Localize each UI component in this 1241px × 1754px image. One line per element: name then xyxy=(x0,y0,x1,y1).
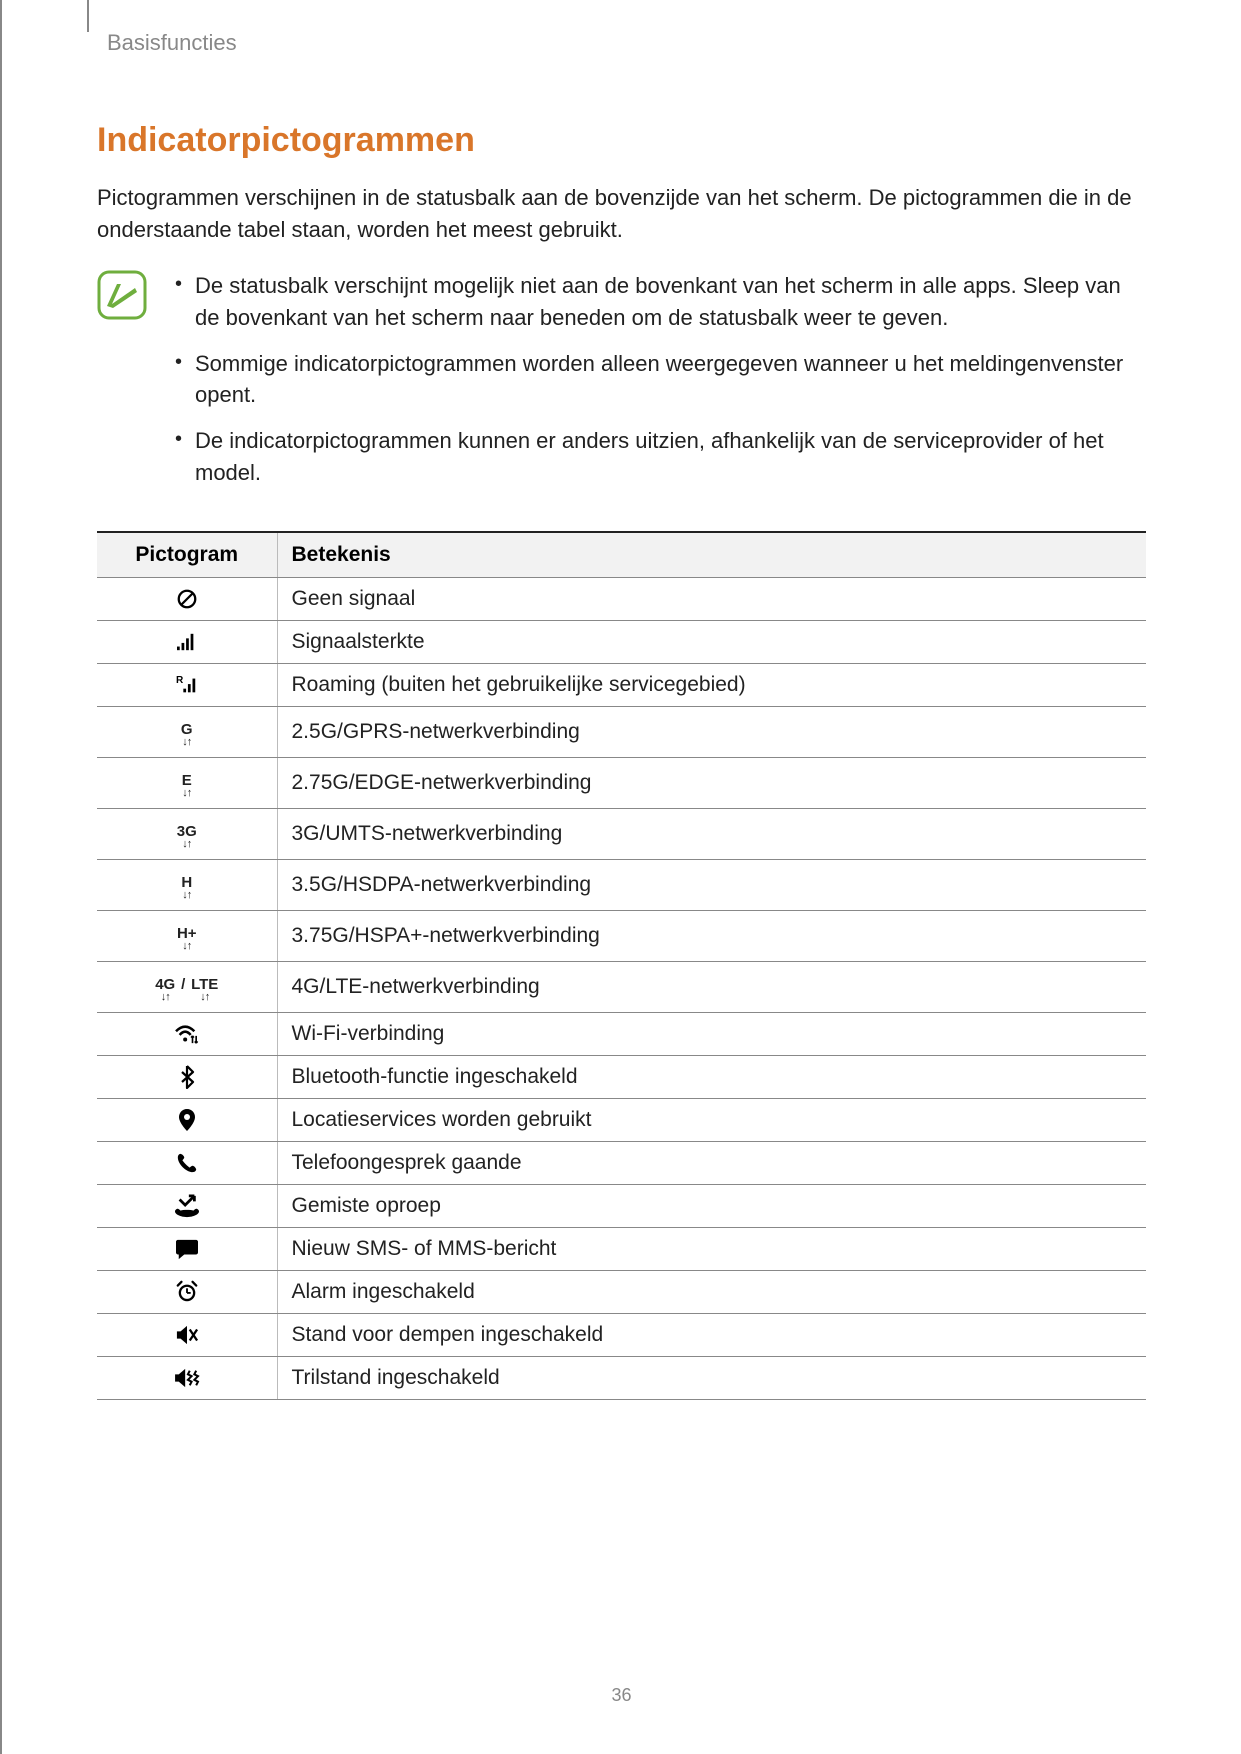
3g-icon: 3G↓↑ xyxy=(97,809,277,860)
4g-lte-icon: 4G↓↑ / LTE↓↑ xyxy=(97,962,277,1013)
meaning-cell: 3.5G/HSDPA-netwerkverbinding xyxy=(277,860,1146,911)
meaning-cell: Nieuw SMS- of MMS-bericht xyxy=(277,1228,1146,1271)
meaning-cell: Telefoongesprek gaande xyxy=(277,1142,1146,1185)
table-row: G↓↑2.5G/GPRS-netwerkverbinding xyxy=(97,707,1146,758)
wifi-icon xyxy=(97,1013,277,1056)
mute-icon xyxy=(97,1314,277,1357)
meaning-cell: Stand voor dempen ingeschakeld xyxy=(277,1314,1146,1357)
table-row: Gemiste oproep xyxy=(97,1185,1146,1228)
meaning-cell: Geen signaal xyxy=(277,578,1146,621)
missed-call-icon xyxy=(97,1185,277,1228)
section-title: Indicatorpictogrammen xyxy=(97,121,1146,160)
intro-paragraph: Pictogrammen verschijnen in de statusbal… xyxy=(97,182,1146,246)
gprs-icon: G↓↑ xyxy=(97,707,277,758)
meaning-cell: Roaming (buiten het gebruikelijke servic… xyxy=(277,664,1146,707)
header-pictogram: Pictogram xyxy=(97,532,277,578)
table-row: H↓↑3.5G/HSDPA-netwerkverbinding xyxy=(97,860,1146,911)
signal-icon xyxy=(97,621,277,664)
meaning-cell: Wi-Fi-verbinding xyxy=(277,1013,1146,1056)
table-row: E↓↑2.75G/EDGE-netwerkverbinding xyxy=(97,758,1146,809)
meaning-cell: 2.5G/GPRS-netwerkverbinding xyxy=(277,707,1146,758)
table-row: H+↓↑3.75G/HSPA+-netwerkverbinding xyxy=(97,911,1146,962)
vibrate-icon xyxy=(97,1357,277,1400)
table-row: Locatieservices worden gebruikt xyxy=(97,1099,1146,1142)
note-item: De statusbalk verschijnt mogelijk niet a… xyxy=(171,270,1146,334)
table-row: Signaalsterkte xyxy=(97,621,1146,664)
alarm-icon xyxy=(97,1271,277,1314)
note-list: De statusbalk verschijnt mogelijk niet a… xyxy=(171,270,1146,503)
no-signal-icon xyxy=(97,578,277,621)
table-row: R Roaming (buiten het gebruikelijke serv… xyxy=(97,664,1146,707)
table-row: 4G↓↑ / LTE↓↑4G/LTE-netwerkverbinding xyxy=(97,962,1146,1013)
table-row: Trilstand ingeschakeld xyxy=(97,1357,1146,1400)
meaning-cell: Gemiste oproep xyxy=(277,1185,1146,1228)
sms-icon xyxy=(97,1228,277,1271)
location-icon xyxy=(97,1099,277,1142)
note-item: De indicatorpictogrammen kunnen er ander… xyxy=(171,425,1146,489)
meaning-cell: 2.75G/EDGE-netwerkverbinding xyxy=(277,758,1146,809)
page-number: 36 xyxy=(2,1685,1241,1706)
table-row: Nieuw SMS- of MMS-bericht xyxy=(97,1228,1146,1271)
table-row: Wi-Fi-verbinding xyxy=(97,1013,1146,1056)
meaning-cell: Locatieservices worden gebruikt xyxy=(277,1099,1146,1142)
note-block: De statusbalk verschijnt mogelijk niet a… xyxy=(97,270,1146,503)
table-row: Geen signaal xyxy=(97,578,1146,621)
meaning-cell: Alarm ingeschakeld xyxy=(277,1271,1146,1314)
page-container: Basisfuncties Indicatorpictogrammen Pict… xyxy=(0,0,1241,1754)
header-meaning: Betekenis xyxy=(277,532,1146,578)
meaning-cell: 3G/UMTS-netwerkverbinding xyxy=(277,809,1146,860)
table-row: 3G↓↑3G/UMTS-netwerkverbinding xyxy=(97,809,1146,860)
table-row: Bluetooth-functie ingeschakeld xyxy=(97,1056,1146,1099)
table-row: Telefoongesprek gaande xyxy=(97,1142,1146,1185)
bluetooth-icon xyxy=(97,1056,277,1099)
meaning-cell: 3.75G/HSPA+-netwerkverbinding xyxy=(277,911,1146,962)
page-tab-mark xyxy=(87,0,89,32)
note-icon xyxy=(97,270,147,320)
hsdpa-icon: H↓↑ xyxy=(97,860,277,911)
note-item: Sommige indicatorpictogrammen worden all… xyxy=(171,348,1146,412)
table-row: Stand voor dempen ingeschakeld xyxy=(97,1314,1146,1357)
icon-table: Pictogram Betekenis Geen signaal Signaal… xyxy=(97,531,1146,1400)
table-row: Alarm ingeschakeld xyxy=(97,1271,1146,1314)
breadcrumb: Basisfuncties xyxy=(107,30,1146,56)
roaming-icon: R xyxy=(97,664,277,707)
meaning-cell: Signaalsterkte xyxy=(277,621,1146,664)
svg-text:R: R xyxy=(176,675,184,686)
meaning-cell: Trilstand ingeschakeld xyxy=(277,1357,1146,1400)
edge-icon: E↓↑ xyxy=(97,758,277,809)
call-icon xyxy=(97,1142,277,1185)
table-header-row: Pictogram Betekenis xyxy=(97,532,1146,578)
hspa-plus-icon: H+↓↑ xyxy=(97,911,277,962)
meaning-cell: 4G/LTE-netwerkverbinding xyxy=(277,962,1146,1013)
meaning-cell: Bluetooth-functie ingeschakeld xyxy=(277,1056,1146,1099)
